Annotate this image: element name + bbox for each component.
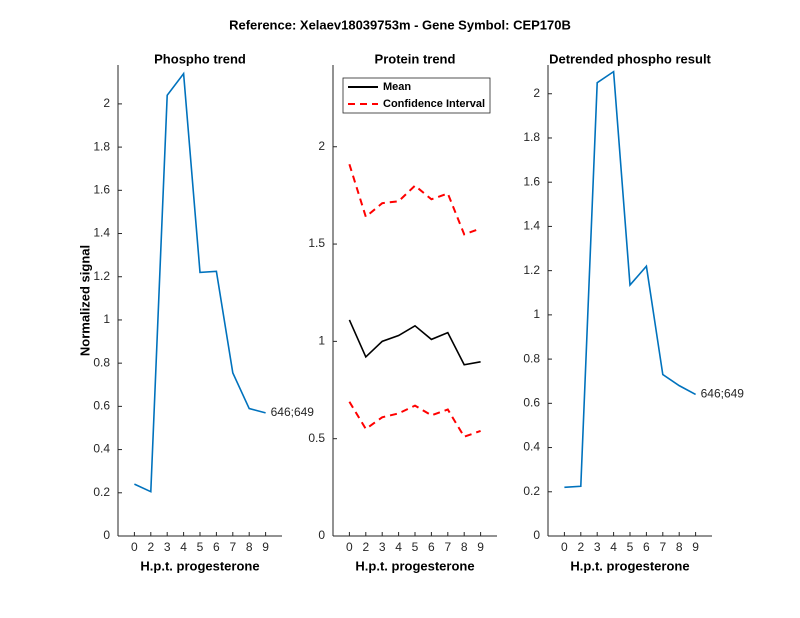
y-tick-label: 1.6 (93, 182, 110, 196)
x-tick-label: 2 (147, 540, 154, 554)
legend-label: Confidence Interval (383, 98, 485, 110)
x-tick-label: 7 (659, 540, 666, 554)
x-tick-label: 3 (379, 540, 386, 554)
subplot-title: Detrended phospho result (549, 51, 711, 66)
line (564, 70, 696, 489)
x-tick-label: 0 (346, 540, 353, 554)
x-tick-label: 8 (676, 540, 683, 554)
x-tick-label: 4 (180, 540, 187, 554)
y-tick-label: 0.5 (308, 431, 325, 445)
y-tick-label: 1.2 (93, 269, 110, 283)
line (134, 71, 266, 493)
figure-title: Reference: Xelaev18039753m - Gene Symbol… (229, 17, 571, 32)
legend-label: Mean (383, 81, 411, 93)
line (348, 401, 481, 438)
x-tick-label: 3 (594, 540, 601, 554)
x-tick-label: 5 (627, 540, 634, 554)
x-tick-label: 4 (610, 540, 617, 554)
x-tick-label: 6 (428, 540, 435, 554)
x-tick-label: 4 (395, 540, 402, 554)
x-tick-label: 0 (561, 540, 568, 554)
x-tick-label: 8 (246, 540, 253, 554)
x-tick-label: 5 (412, 540, 419, 554)
y-tick-label: 1.8 (523, 130, 540, 144)
y-tick-label: 1.8 (93, 139, 110, 153)
y-axis-label: Normalized signal (77, 245, 92, 356)
y-tick-label: 1.4 (93, 226, 110, 240)
y-tick-label: 2 (103, 96, 110, 110)
x-axis-label: H.p.t. progesterone (140, 558, 259, 573)
y-tick-label: 0 (533, 528, 540, 542)
x-tick-label: 2 (577, 540, 584, 554)
y-tick-label: 1.2 (523, 263, 540, 277)
subplot-title: Protein trend (375, 51, 456, 66)
x-tick-label: 9 (692, 540, 699, 554)
x-tick-label: 8 (461, 540, 468, 554)
y-tick-label: 1 (533, 307, 540, 321)
y-tick-label: 2 (318, 139, 325, 153)
x-axis-label: H.p.t. progesterone (355, 558, 474, 573)
x-tick-label: 3 (164, 540, 171, 554)
annotation: 646;649 (701, 387, 745, 401)
x-tick-label: 9 (262, 540, 269, 554)
x-tick-label: 2 (362, 540, 369, 554)
x-tick-label: 9 (477, 540, 484, 554)
x-axis-label: H.p.t. progesterone (570, 558, 689, 573)
y-tick-label: 0.2 (93, 485, 110, 499)
x-tick-label: 0 (131, 540, 138, 554)
legend-box (342, 77, 491, 114)
subplot-title: Phospho trend (154, 51, 246, 66)
y-tick-label: 0.6 (523, 395, 540, 409)
x-tick-label: 5 (197, 540, 204, 554)
x-tick-label: 6 (643, 540, 650, 554)
y-tick-label: 0.6 (93, 399, 110, 413)
y-tick-label: 0 (318, 528, 325, 542)
y-tick-label: 1.4 (523, 219, 540, 233)
y-tick-label: 0.8 (523, 351, 540, 365)
y-tick-label: 0.2 (523, 484, 540, 498)
x-tick-label: 7 (444, 540, 451, 554)
y-tick-label: 0.8 (93, 355, 110, 369)
line (348, 319, 481, 366)
y-tick-label: 2 (533, 86, 540, 100)
y-tick-label: 1.6 (523, 174, 540, 188)
y-tick-label: 0.4 (93, 442, 110, 456)
y-tick-label: 0.4 (523, 440, 540, 454)
x-tick-label: 6 (213, 540, 220, 554)
y-tick-label: 0 (103, 528, 110, 542)
y-tick-label: 1 (318, 334, 325, 348)
y-tick-label: 1.5 (308, 236, 325, 250)
annotation: 646;649 (271, 405, 315, 419)
line (348, 163, 481, 236)
y-tick-label: 1 (103, 312, 110, 326)
x-tick-label: 7 (229, 540, 236, 554)
